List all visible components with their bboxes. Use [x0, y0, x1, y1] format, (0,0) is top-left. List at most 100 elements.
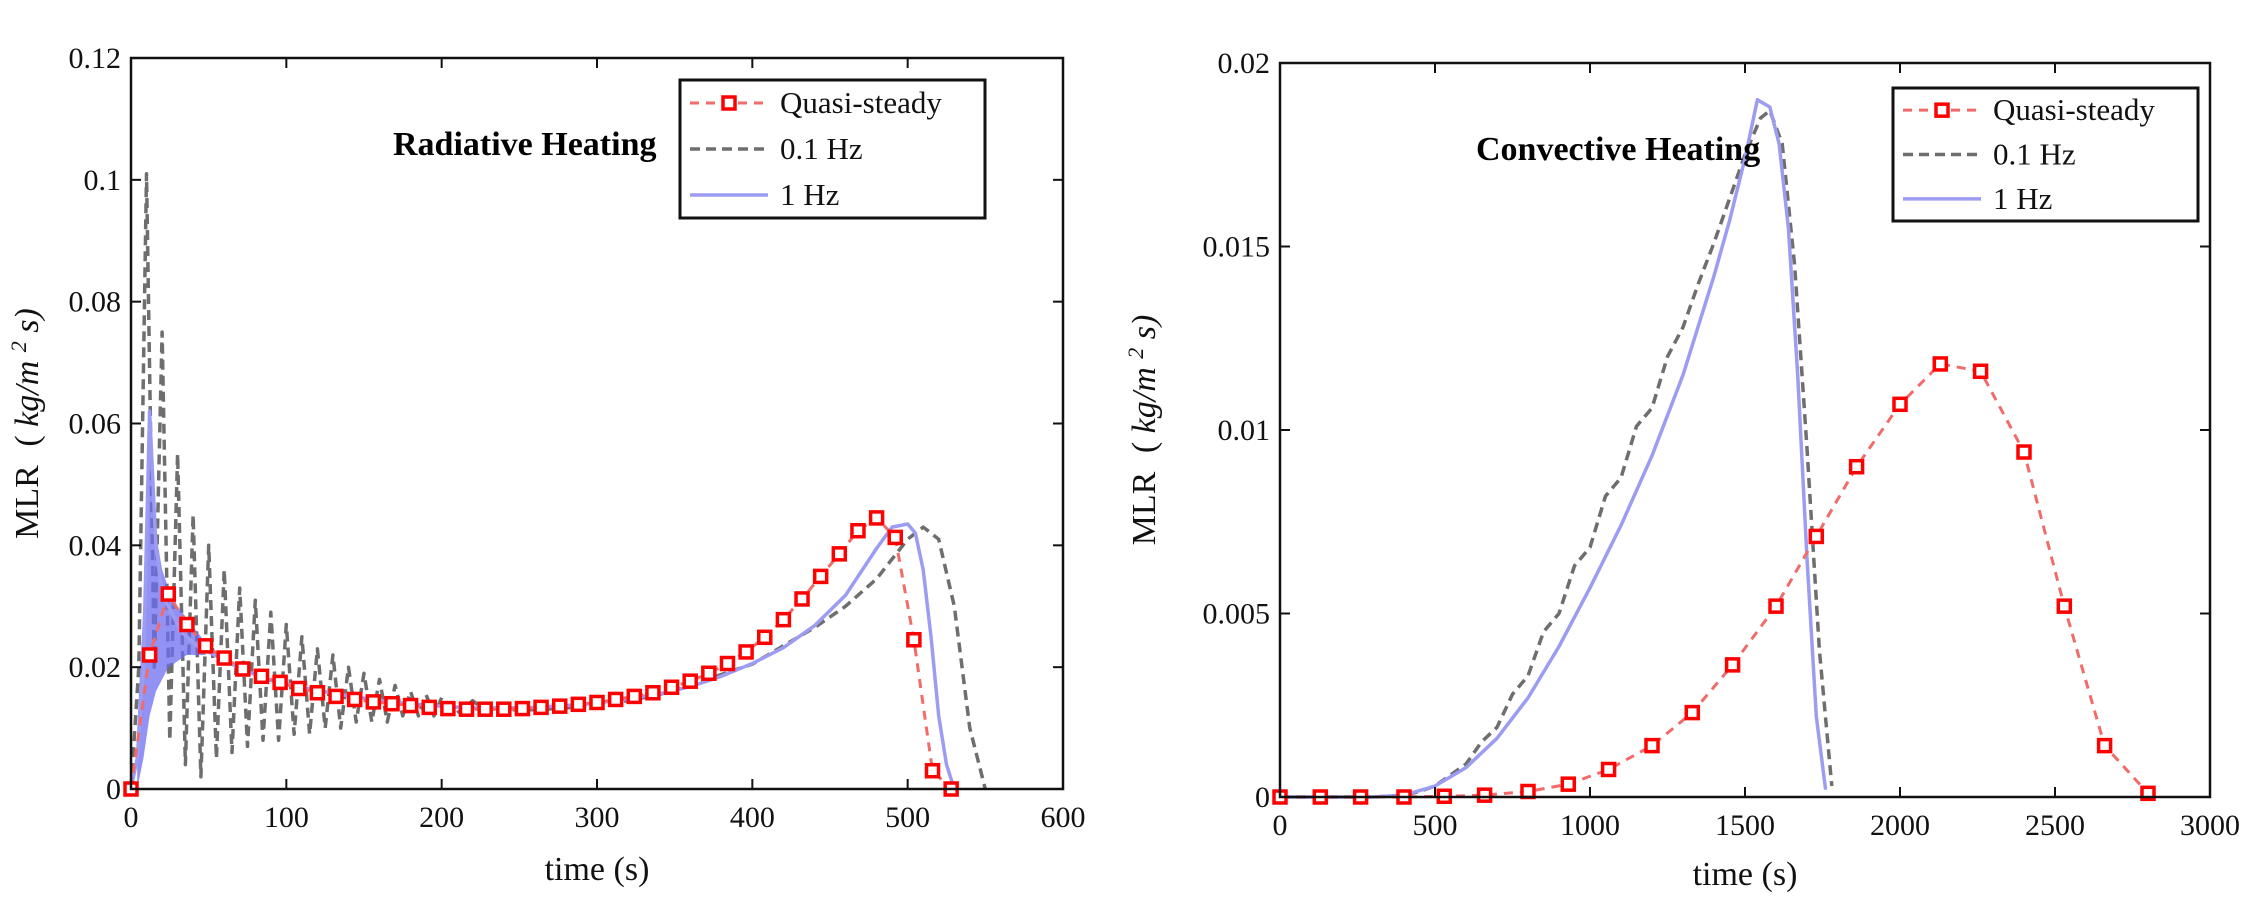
data-point-quasi-steady — [1476, 787, 1493, 803]
radiative-heating-plot: 0 100 200 300 400 500 600 0 0.02 0.04 0.06 0.08 0.1 0… — [0, 42, 1086, 888]
x-tick-label: 300 — [575, 801, 620, 834]
data-point-quasi-steady — [235, 661, 251, 677]
x-tick-label: 600 — [1041, 801, 1086, 834]
series-line-quasi-steady — [1280, 362, 2150, 799]
legend-label-0-1-hz: 0.1 Hz — [1993, 137, 2076, 172]
data-point-quasi-steady — [309, 685, 326, 701]
data-point-quasi-steady — [179, 616, 195, 633]
legend-label-quasi-steady: Quasi-steady — [1993, 92, 2155, 127]
y-tick-label: 0.06 — [69, 408, 122, 441]
x-tick-label: 200 — [419, 801, 464, 834]
series-quasi-steady — [1272, 356, 2156, 805]
data-point-quasi-steady — [216, 650, 232, 666]
data-point-quasi-steady — [1644, 737, 1660, 754]
series-1-hz — [1280, 97, 1828, 799]
data-point-quasi-steady — [141, 647, 158, 663]
data-point-quasi-steady — [775, 611, 792, 628]
data-point-quasi-steady — [551, 698, 568, 714]
data-point-quasi-steady — [663, 679, 680, 696]
x-tick-label: 3000 — [2180, 809, 2240, 842]
y-tick-label: 0 — [1255, 781, 1270, 814]
y-tick-label: 0.005 — [1203, 598, 1271, 631]
data-point-quasi-steady — [533, 699, 549, 716]
data-point-quasi-steady — [570, 696, 587, 713]
data-point-quasi-steady — [365, 694, 382, 710]
legend-label-1-hz: 1 Hz — [780, 177, 839, 212]
data-point-quasi-steady — [197, 638, 214, 654]
data-point-quasi-steady — [645, 685, 661, 701]
y-tick-label: 0.02 — [69, 651, 122, 684]
data-point-quasi-steady — [440, 700, 456, 717]
x-tick-label: 2500 — [2025, 809, 2085, 842]
x-tick-label: 1500 — [1715, 809, 1775, 842]
data-point-quasi-steady — [421, 699, 437, 716]
y-axis-label-unit: kg/m — [9, 361, 46, 427]
data-point-quasi-steady — [1520, 783, 1536, 800]
data-point-quasi-steady — [477, 701, 493, 717]
y-tick-label: 0.04 — [69, 529, 122, 562]
y-axis-label: MLR ( kg/m 2 s) — [0, 308, 46, 539]
y-axis-label-unit-right: s) — [9, 308, 46, 333]
series-quasi-steady — [123, 510, 959, 797]
legend-marker-quasi-steady — [1934, 102, 1950, 118]
data-point-quasi-steady — [757, 629, 773, 646]
x-tick-label: 0 — [124, 801, 139, 834]
data-point-quasi-steady — [701, 665, 717, 682]
data-point-quasi-steady — [458, 701, 475, 717]
x-tick-label: 1000 — [1560, 809, 1620, 842]
data-point-quasi-steady — [2056, 598, 2073, 614]
data-point-quasi-steady — [272, 674, 288, 691]
data-point-quasi-steady — [1848, 458, 1865, 475]
x-tick-label: 2000 — [1870, 809, 1930, 842]
data-point-quasi-steady — [1768, 598, 1784, 614]
y-tick-label: 0.08 — [69, 286, 122, 319]
data-point-quasi-steady — [682, 673, 698, 689]
legend-label-1-hz: 1 Hz — [1993, 181, 2052, 216]
data-point-quasi-steady — [1892, 396, 1908, 413]
x-tick-label: 400 — [730, 801, 775, 834]
data-point-quasi-steady — [1808, 528, 1825, 545]
data-point-quasi-steady — [2016, 444, 2032, 460]
data-point-quasi-steady — [2096, 737, 2113, 754]
data-point-quasi-steady — [1684, 704, 1701, 721]
legend-label-quasi-steady: Quasi-steady — [780, 85, 942, 120]
data-point-quasi-steady — [850, 522, 866, 539]
x-tick-label: 100 — [264, 801, 309, 834]
data-point-quasi-steady — [794, 591, 810, 607]
data-point-quasi-steady — [607, 691, 624, 708]
data-point-quasi-steady — [160, 586, 177, 602]
data-point-quasi-steady — [1932, 356, 1949, 372]
convective-heating-plot: 0 500 1000 1500 2000 2500 3000 0 0.005 0.01 0.015 0… — [1114, 47, 2240, 893]
x-axis-label: time (s) — [545, 851, 650, 888]
y-tick-label: 0 — [106, 773, 121, 806]
legend: Quasi-steady 0.1 Hz 1 Hz — [1891, 86, 2200, 223]
series-line-0-1-hz — [129, 171, 987, 790]
data-point-quasi-steady — [812, 568, 829, 585]
y-axis-label-exponent: 2 — [6, 341, 31, 352]
data-point-quasi-steady — [589, 694, 605, 711]
y-axis-label-unit: kg/m — [1126, 367, 1163, 433]
y-axis-label: MLR ( kg/m 2 s) — [1114, 315, 1163, 546]
y-tick-label: 0.12 — [69, 42, 122, 75]
data-point-quasi-steady — [1972, 363, 1989, 380]
data-point-quasi-steady — [514, 700, 531, 717]
series-0-1-hz — [1280, 108, 1834, 799]
legend-label-0-1-hz: 0.1 Hz — [780, 131, 863, 166]
x-tick-label: 0 — [1273, 809, 1288, 842]
x-tick-label: 500 — [885, 801, 930, 834]
data-point-quasi-steady — [906, 632, 922, 648]
series-line-0-1-hz — [1280, 108, 1834, 799]
data-point-quasi-steady — [831, 546, 848, 562]
data-point-quasi-steady — [328, 688, 344, 705]
y-tick-label: 0.015 — [1203, 231, 1271, 264]
data-point-quasi-steady — [384, 695, 400, 712]
data-point-quasi-steady — [496, 701, 512, 717]
y-tick-label: 0.1 — [84, 164, 122, 197]
data-point-quasi-steady — [402, 697, 419, 714]
y-axis-label-unit-left: ( — [9, 435, 46, 446]
y-axis-label-exponent: 2 — [1123, 348, 1148, 359]
legend-marker-quasi-steady — [721, 95, 737, 111]
x-axis-label: time (s) — [1693, 856, 1798, 893]
y-tick-label: 0.02 — [1218, 47, 1271, 80]
data-point-quasi-steady — [719, 655, 736, 672]
